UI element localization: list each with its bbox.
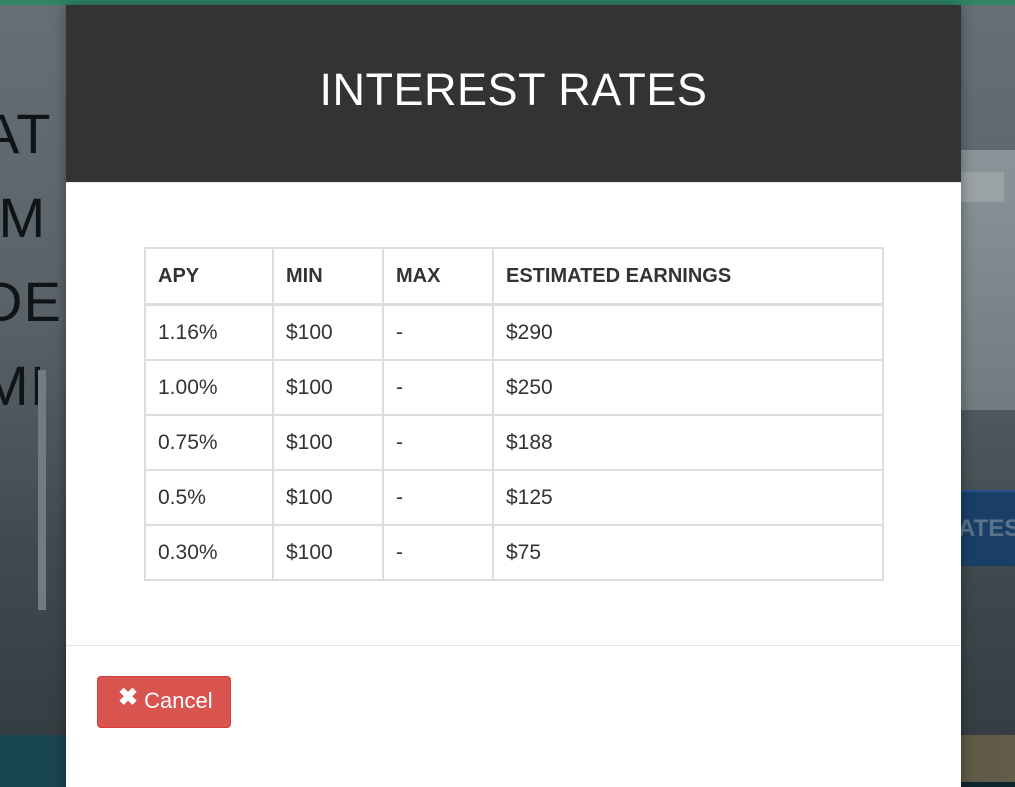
hero-line: MI xyxy=(0,354,45,417)
table-row: 1.00% $100 - $250 xyxy=(144,359,884,416)
hero-heading: AT IM DEI MI xyxy=(0,92,82,428)
modal-footer: ✖ Cancel xyxy=(66,645,961,766)
interest-rates-modal: INTEREST RATES APY MIN MAX ESTIMATED EAR… xyxy=(66,5,961,787)
table-row: 0.30% $100 - $75 xyxy=(144,524,884,581)
cell-max: - xyxy=(382,303,494,361)
cell-min: $100 xyxy=(272,359,384,416)
cell-min: $100 xyxy=(272,524,384,581)
cancel-button-label: Cancel xyxy=(144,688,213,713)
modal-header: INTEREST RATES xyxy=(66,5,961,183)
cell-max: - xyxy=(382,469,494,526)
hero-line: AT xyxy=(0,102,52,165)
table-row: 0.5% $100 - $125 xyxy=(144,469,884,526)
cell-min: $100 xyxy=(272,469,384,526)
cell-earnings: $290 xyxy=(492,303,884,361)
cell-apy: 1.00% xyxy=(144,359,274,416)
column-header-estimated-earnings: ESTIMATED EARNINGS xyxy=(492,247,884,306)
column-header-min: MIN xyxy=(272,247,384,306)
cell-max: - xyxy=(382,414,494,471)
table-header-row: APY MIN MAX ESTIMATED EARNINGS xyxy=(144,247,884,306)
cell-earnings: $75 xyxy=(492,524,884,581)
hero-line: IM xyxy=(0,186,47,249)
close-icon: ✖ xyxy=(118,684,139,711)
cell-apy: 0.30% xyxy=(144,524,274,581)
hero-line: DEI xyxy=(0,270,79,333)
cell-earnings: $250 xyxy=(492,359,884,416)
modal-title: INTEREST RATES xyxy=(319,63,708,115)
cell-max: - xyxy=(382,524,494,581)
modal-body: APY MIN MAX ESTIMATED EARNINGS 1.16% $10… xyxy=(66,183,961,645)
top-accent-bar xyxy=(0,0,1015,5)
background-pillar xyxy=(38,370,46,610)
cell-min: $100 xyxy=(272,303,384,361)
cell-earnings: $188 xyxy=(492,414,884,471)
cell-apy: 1.16% xyxy=(144,303,274,361)
cancel-button[interactable]: ✖ Cancel xyxy=(97,676,231,728)
cell-min: $100 xyxy=(272,414,384,471)
column-header-max: MAX xyxy=(382,247,494,306)
table-row: 1.16% $100 - $290 xyxy=(144,303,884,361)
cell-apy: 0.5% xyxy=(144,469,274,526)
table-row: 0.75% $100 - $188 xyxy=(144,414,884,471)
cell-max: - xyxy=(382,359,494,416)
interest-rates-table: APY MIN MAX ESTIMATED EARNINGS 1.16% $10… xyxy=(144,247,884,581)
cell-earnings: $125 xyxy=(492,469,884,526)
column-header-apy: APY xyxy=(144,247,274,306)
cell-apy: 0.75% xyxy=(144,414,274,471)
background-building-roof xyxy=(960,172,1004,202)
